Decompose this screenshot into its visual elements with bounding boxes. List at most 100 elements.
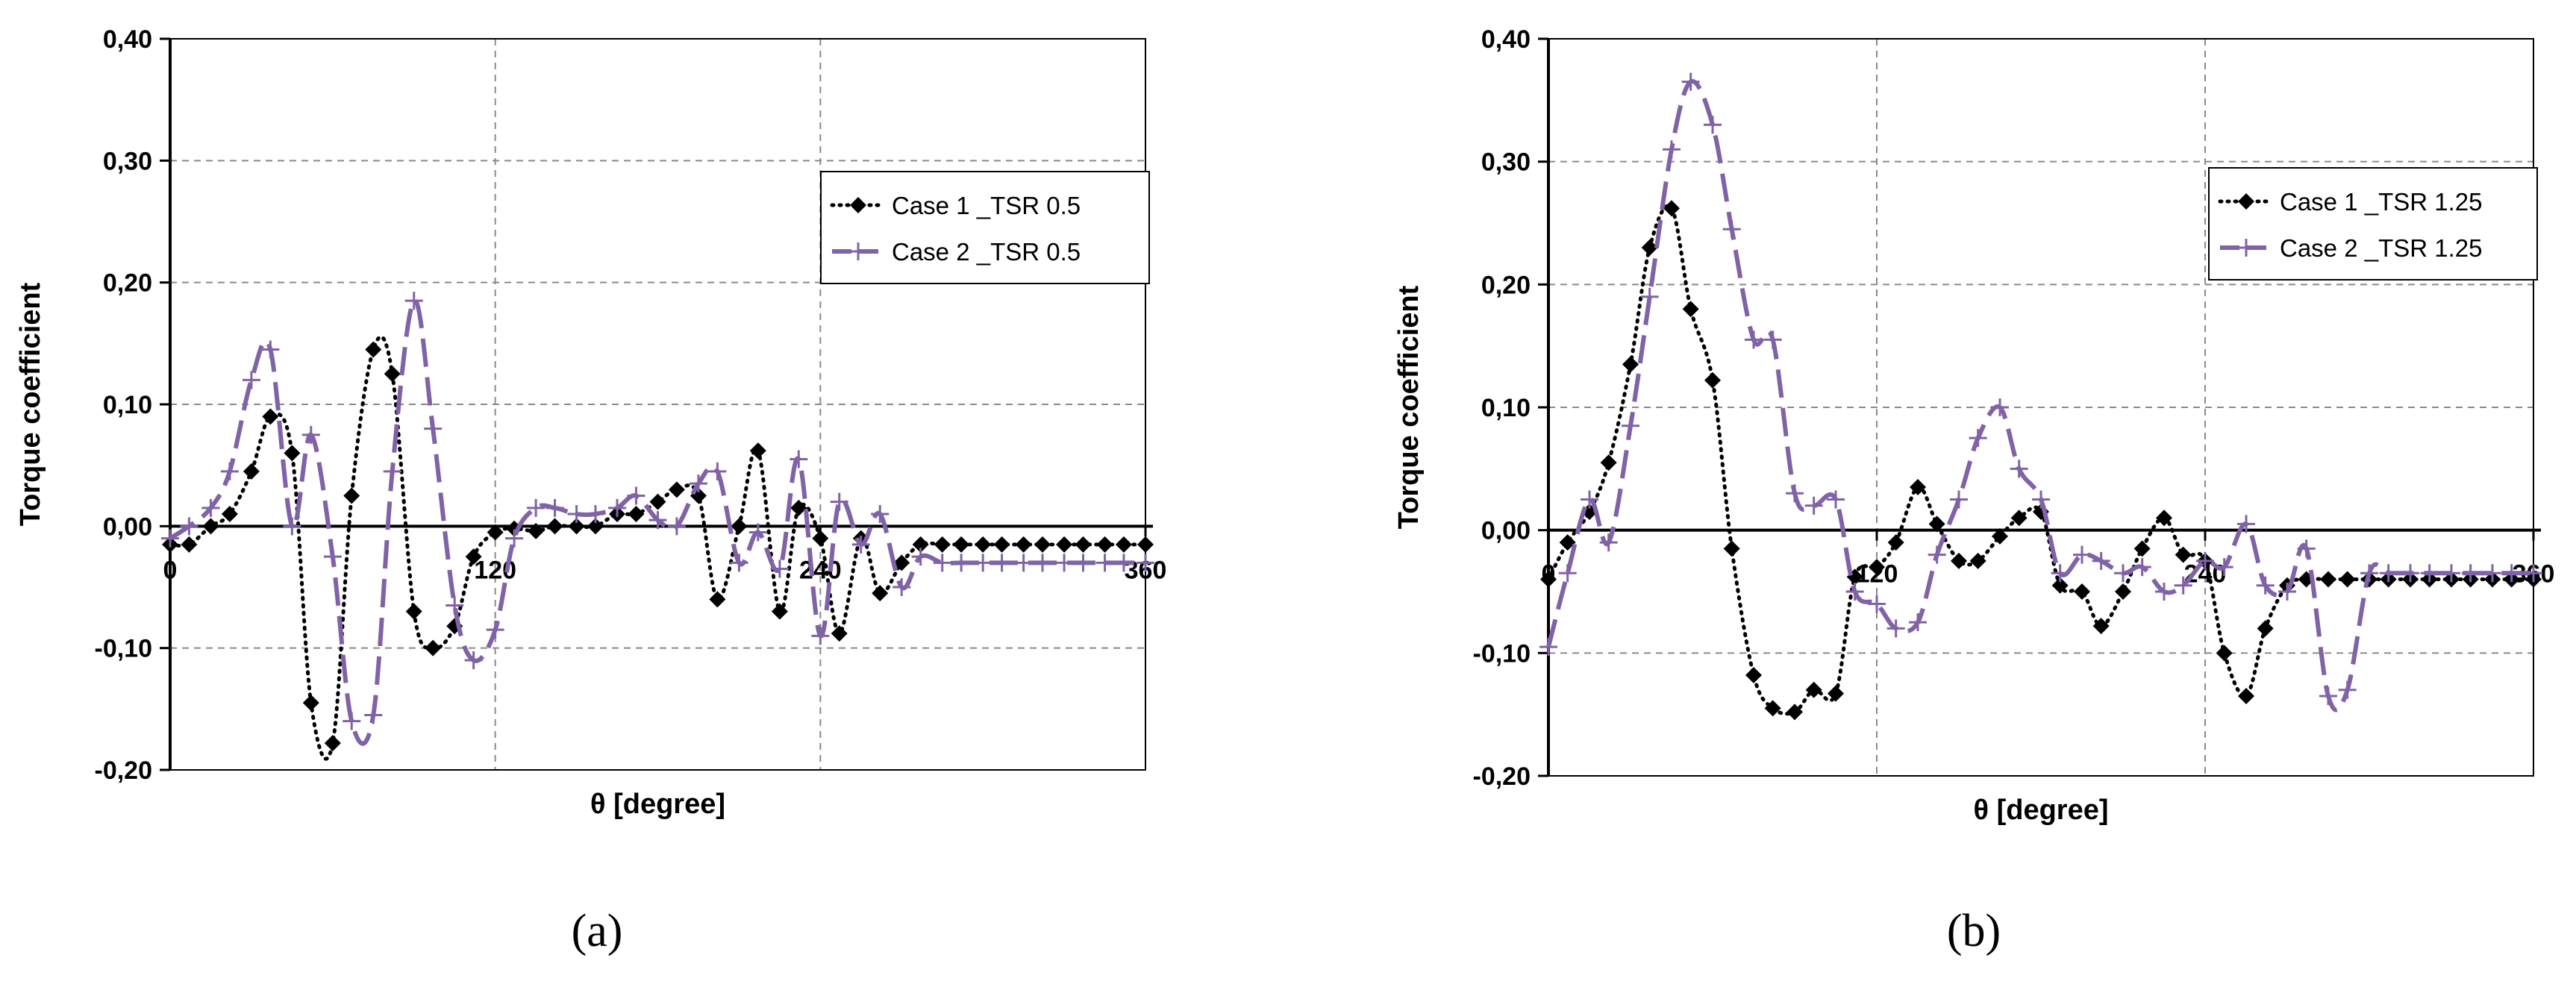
data-point bbox=[2133, 540, 2151, 557]
data-point bbox=[749, 442, 766, 460]
data-point bbox=[2216, 645, 2233, 662]
legend-label: Case 1 _TSR 0.5 bbox=[892, 192, 1081, 219]
data-point bbox=[1075, 536, 1092, 553]
legend-box bbox=[2208, 167, 2538, 281]
data-point bbox=[1786, 704, 1803, 721]
data-point bbox=[748, 523, 767, 542]
data-point bbox=[731, 518, 748, 535]
data-point bbox=[790, 499, 807, 516]
data-point bbox=[527, 498, 545, 517]
data-point bbox=[1056, 536, 1073, 553]
data-point bbox=[628, 506, 645, 522]
data-point bbox=[1722, 220, 1741, 239]
data-point bbox=[284, 445, 301, 462]
data-point bbox=[831, 625, 848, 642]
data-point bbox=[1640, 287, 1659, 306]
y-tick-label: 0,40 bbox=[103, 25, 152, 54]
data-point bbox=[993, 536, 1010, 553]
data-point bbox=[1950, 490, 1968, 509]
data-point bbox=[1681, 72, 1700, 91]
data-point bbox=[1969, 552, 1986, 569]
data-point bbox=[1951, 552, 1967, 569]
data-point bbox=[1034, 536, 1051, 553]
data-point bbox=[892, 578, 911, 596]
data-point bbox=[365, 341, 382, 358]
data-point bbox=[709, 591, 726, 608]
legend-marker bbox=[850, 197, 866, 213]
data-point bbox=[2115, 583, 2131, 600]
data-point bbox=[1827, 490, 1845, 509]
data-point bbox=[301, 425, 320, 444]
x-axis-title: θ [degree] bbox=[590, 789, 725, 820]
data-point bbox=[893, 554, 910, 571]
data-point bbox=[2010, 510, 2028, 527]
data-point bbox=[649, 493, 666, 510]
x-axis-title: θ [degree] bbox=[1973, 795, 2108, 826]
data-point bbox=[505, 529, 524, 548]
data-point bbox=[689, 474, 707, 493]
data-point bbox=[1887, 534, 1904, 551]
data-point bbox=[2092, 618, 2110, 635]
data-point bbox=[770, 560, 789, 578]
data-point bbox=[790, 450, 808, 469]
data-point bbox=[323, 548, 342, 566]
data-point bbox=[2155, 583, 2173, 601]
data-point bbox=[851, 535, 870, 554]
data-point bbox=[812, 530, 829, 547]
data-point bbox=[1786, 484, 1804, 503]
data-point bbox=[1869, 559, 1885, 576]
data-point bbox=[302, 695, 319, 712]
data-point bbox=[2339, 571, 2356, 588]
y-tick-label: 0,00 bbox=[1481, 517, 1531, 545]
data-point bbox=[1804, 496, 1823, 515]
series-line bbox=[1546, 204, 2536, 716]
data-point bbox=[952, 554, 971, 572]
data-point bbox=[242, 371, 260, 389]
data-point bbox=[487, 524, 504, 541]
data-point bbox=[1992, 527, 2008, 545]
data-point bbox=[2360, 564, 2378, 583]
data-point bbox=[2461, 564, 2480, 583]
data-point bbox=[1559, 534, 1576, 551]
data-point bbox=[201, 498, 220, 517]
caption: (b) bbox=[1947, 906, 2001, 956]
data-point bbox=[546, 518, 563, 535]
y-tick-label: 0,10 bbox=[103, 391, 152, 419]
data-point bbox=[364, 706, 383, 724]
y-tick-label: 0,20 bbox=[1481, 271, 1531, 299]
data-point bbox=[975, 536, 992, 553]
chart-a: -0,20-0,100,000,100,200,300,400 120 240 360… bbox=[15, 25, 1166, 956]
data-point bbox=[2237, 515, 2255, 533]
series-2 bbox=[1539, 72, 2542, 712]
data-point bbox=[1096, 536, 1113, 553]
data-point bbox=[343, 487, 360, 504]
data-point bbox=[181, 536, 198, 553]
data-point bbox=[2215, 558, 2233, 577]
data-point bbox=[261, 340, 280, 359]
chart-b: -0,20-0,100,000,100,200,300,400120240360… bbox=[1393, 25, 2554, 956]
data-point bbox=[262, 408, 279, 425]
data-point bbox=[2256, 576, 2275, 595]
data-point bbox=[2278, 583, 2296, 601]
series-1 bbox=[1540, 200, 2542, 721]
data-point bbox=[2319, 686, 2337, 705]
data-point bbox=[283, 517, 301, 536]
data-point bbox=[1682, 301, 1699, 318]
data-point bbox=[1599, 533, 1618, 552]
data-point bbox=[2257, 620, 2274, 637]
data-point bbox=[567, 505, 586, 523]
data-point bbox=[1928, 545, 1946, 564]
data-point bbox=[730, 554, 748, 572]
data-point bbox=[1723, 540, 1740, 557]
data-point bbox=[2051, 577, 2069, 594]
data-point bbox=[1095, 554, 1114, 572]
data-point bbox=[2010, 460, 2028, 478]
data-point bbox=[1991, 398, 2009, 416]
legend-label: Case 2 _TSR 0.5 bbox=[892, 238, 1081, 266]
data-point bbox=[568, 518, 585, 535]
data-point bbox=[1663, 200, 1680, 217]
data-point bbox=[627, 486, 645, 505]
data-point bbox=[1641, 239, 1658, 256]
data-point bbox=[1034, 554, 1052, 572]
data-point bbox=[545, 498, 564, 517]
